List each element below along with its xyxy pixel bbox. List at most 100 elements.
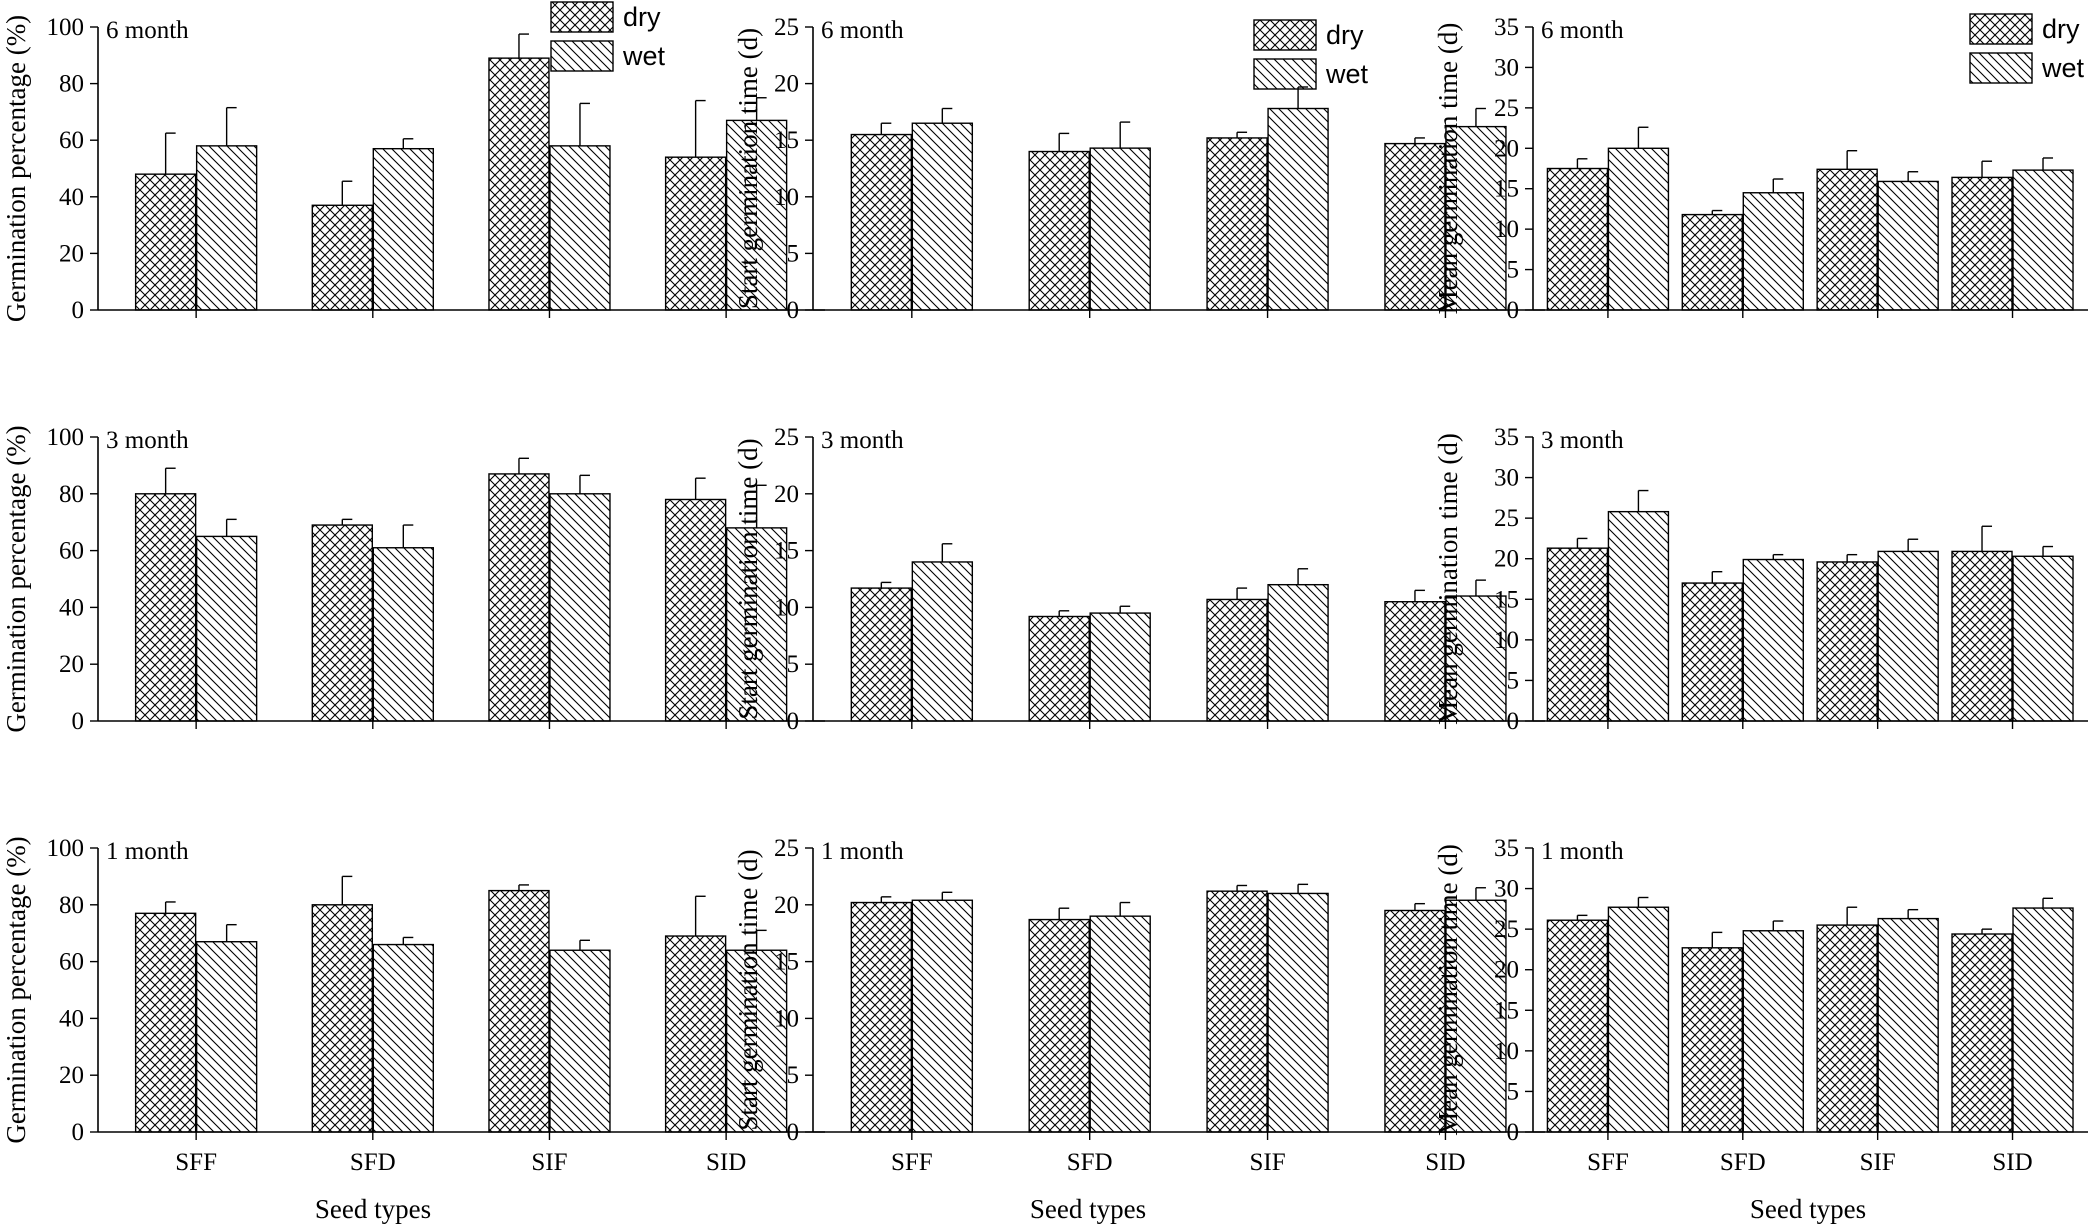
x-axis-title-col-3: Seed types bbox=[1750, 1194, 1866, 1224]
bar-wet-SIF bbox=[1877, 917, 1939, 1133]
y-axis-title: Germination percentage (%) bbox=[1, 15, 31, 322]
y-tick-label: 20 bbox=[59, 240, 84, 267]
y-tick-label: 20 bbox=[774, 481, 799, 508]
legend-label-wet: wet bbox=[622, 41, 666, 71]
y-tick-label: 15 bbox=[1494, 176, 1519, 203]
y-tick-label: 10 bbox=[774, 1005, 799, 1032]
bar-wet-SID bbox=[725, 119, 788, 311]
legend-label-dry: dry bbox=[1326, 20, 1364, 50]
y-axis-title: Start germination time (d) bbox=[733, 438, 763, 719]
y-axis-title: Mean germination time (d) bbox=[1433, 433, 1463, 725]
bar-wet-SFF bbox=[911, 122, 974, 311]
bar-dry-SIF bbox=[1206, 890, 1268, 1133]
y-tick-label: 5 bbox=[787, 1062, 800, 1089]
panel-r3-c3: 0 5 10 15 20 25 30 35 Mean germination time (d) 1… bbox=[1433, 835, 2088, 1176]
legend-swatch-wet bbox=[1969, 52, 2033, 84]
x-axis-titles: Seed types Seed types Seed types bbox=[315, 1194, 1866, 1224]
y-axis-title: Germination percentage (%) bbox=[1, 425, 31, 732]
bar-wet-SIF bbox=[549, 949, 611, 1133]
bar-dry-SIF bbox=[1816, 924, 1878, 1133]
bar-dry-SIF bbox=[1206, 598, 1268, 722]
bar-wet-SID bbox=[2012, 907, 2074, 1133]
y-tick-label: 5 bbox=[787, 651, 800, 678]
bar-dry-SFF bbox=[850, 133, 913, 311]
bar-dry-SIF bbox=[1816, 561, 1878, 722]
bar-wet-SIF bbox=[1877, 550, 1939, 722]
y-tick-label: 30 bbox=[1494, 54, 1519, 81]
bar-dry-SFD bbox=[1681, 213, 1743, 311]
y-tick-label: 0 bbox=[72, 297, 85, 324]
bar-dry-SID bbox=[1384, 909, 1446, 1133]
panel-title: 3 month bbox=[106, 427, 189, 454]
y-tick-label: 0 bbox=[72, 708, 85, 735]
bar-dry-SFF bbox=[1546, 919, 1609, 1133]
bar-dry-SID bbox=[1384, 601, 1446, 722]
x-tick-label: SFF bbox=[175, 1149, 217, 1176]
legend-label-dry: dry bbox=[623, 2, 661, 32]
bar-wet-SIF bbox=[1267, 107, 1329, 311]
y-tick-label: 15 bbox=[1494, 586, 1519, 613]
bar-dry-SIF bbox=[1206, 137, 1268, 311]
y-axis-title: Start germination time (d) bbox=[733, 28, 763, 309]
bar-wet-SIF bbox=[1267, 583, 1329, 722]
y-tick-label: 10 bbox=[1494, 1038, 1519, 1065]
bar-dry-SFF bbox=[134, 173, 197, 311]
bar-dry-SFF bbox=[134, 912, 197, 1133]
y-tick-label: 0 bbox=[72, 1119, 85, 1146]
y-tick-label: 25 bbox=[774, 424, 799, 451]
bar-dry-SFD bbox=[311, 204, 374, 311]
y-tick-label: 15 bbox=[774, 127, 799, 154]
bar-wet-SFF bbox=[195, 535, 258, 722]
bar-dry-SID bbox=[664, 935, 727, 1133]
panel-title: 6 month bbox=[106, 17, 189, 44]
y-tick-label: 10 bbox=[774, 184, 799, 211]
y-tick-label: 40 bbox=[59, 594, 84, 621]
bar-dry-SFF bbox=[1546, 547, 1609, 722]
bar-dry-SFD bbox=[311, 904, 374, 1133]
bar-dry-SFD bbox=[1028, 150, 1090, 311]
bar-wet-SFF bbox=[911, 561, 974, 722]
y-axis-title: Germination percentage (%) bbox=[1, 836, 31, 1143]
legend-swatch-dry bbox=[1969, 13, 2033, 45]
bar-dry-SIF bbox=[488, 57, 550, 311]
bar-wet-SID bbox=[1445, 899, 1507, 1133]
x-tick-label: SIF bbox=[1860, 1149, 1896, 1176]
bar-dry-SID bbox=[664, 156, 727, 311]
panel-title: 1 month bbox=[106, 838, 189, 865]
x-tick-label: SID bbox=[1425, 1149, 1465, 1176]
bar-dry-SIF bbox=[488, 889, 550, 1133]
y-tick-label: 10 bbox=[774, 594, 799, 621]
legend-swatch-dry bbox=[1253, 19, 1317, 51]
bar-wet-SFD bbox=[372, 547, 435, 722]
y-tick-label: 25 bbox=[774, 835, 799, 862]
panel-r3-c2: 0 5 10 15 20 25 Start germination time (d) 1 mo… bbox=[733, 835, 1545, 1176]
x-tick-label: SID bbox=[706, 1149, 746, 1176]
y-tick-label: 35 bbox=[1494, 835, 1519, 862]
y-tick-label: 5 bbox=[787, 240, 800, 267]
y-tick-label: 20 bbox=[1494, 957, 1519, 984]
y-tick-label: 25 bbox=[1494, 95, 1519, 122]
bar-dry-SFD bbox=[1028, 615, 1090, 722]
bar-wet-SIF bbox=[1267, 892, 1329, 1133]
legend-label-dry: dry bbox=[2042, 14, 2080, 44]
panel-r1-c3: 0 5 10 15 20 25 30 35 Mean germination time (d) 6… bbox=[1433, 14, 2088, 324]
x-axis-title-col-2: Seed types bbox=[1030, 1194, 1146, 1224]
y-tick-label: 25 bbox=[774, 14, 799, 41]
y-tick-label: 0 bbox=[787, 297, 800, 324]
bar-wet-SIF bbox=[1877, 180, 1939, 311]
y-tick-label: 25 bbox=[1494, 505, 1519, 532]
bar-dry-SFF bbox=[850, 901, 913, 1133]
panel-title: 3 month bbox=[1541, 427, 1624, 454]
bar-dry-SID bbox=[1951, 550, 2013, 722]
y-tick-label: 15 bbox=[774, 949, 799, 976]
y-tick-label: 20 bbox=[774, 71, 799, 98]
bar-wet-SIF bbox=[549, 145, 611, 311]
bar-dry-SID bbox=[664, 498, 727, 722]
bar-dry-SFD bbox=[1028, 918, 1090, 1133]
legend-2: dry wet bbox=[1253, 19, 1369, 90]
bar-dry-SFF bbox=[850, 587, 913, 722]
legend-label-wet: wet bbox=[2041, 53, 2085, 83]
